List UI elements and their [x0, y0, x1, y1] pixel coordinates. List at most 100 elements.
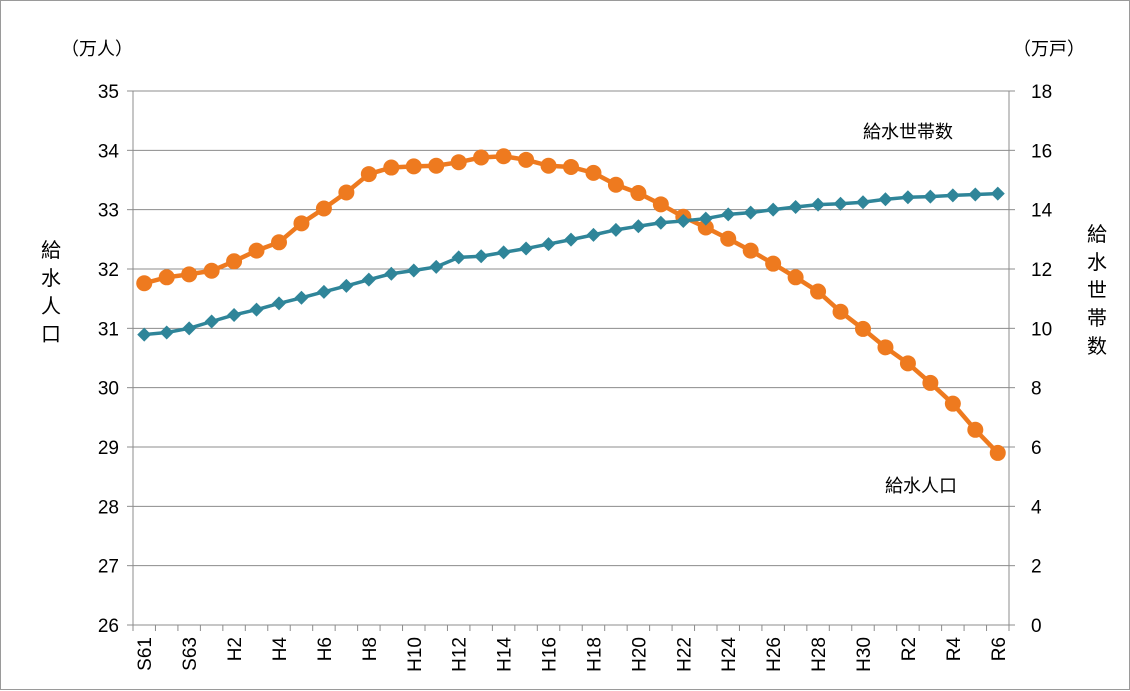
right-tick-label-6: 12 [1031, 260, 1052, 281]
point-0-3 [203, 262, 220, 279]
point-0-33 [877, 339, 894, 356]
point-1-2 [182, 321, 197, 336]
left-tick-label-7: 33 [98, 201, 119, 222]
right-tick-label-3: 6 [1031, 438, 1042, 459]
right-tick-label-1: 2 [1031, 557, 1042, 578]
point-1-5 [249, 302, 264, 317]
point-0-4 [226, 253, 243, 270]
right-tick-label-2: 4 [1031, 497, 1042, 518]
point-0-17 [518, 151, 535, 168]
x-tick-label-10: H8 [360, 637, 381, 661]
point-1-9 [339, 278, 354, 293]
point-1-13 [429, 259, 444, 274]
left-axis-title: 給水人口 [41, 238, 61, 346]
point-1-21 [608, 222, 623, 237]
gridlines [133, 90, 1009, 567]
x-tick-label-36: R4 [944, 637, 965, 662]
point-1-1 [159, 325, 174, 340]
left-tick-label-0: 26 [98, 616, 119, 637]
x-tick-label-28: H26 [764, 637, 785, 672]
point-0-10 [360, 166, 377, 183]
point-0-37 [967, 421, 984, 438]
point-0-25 [697, 219, 714, 236]
point-1-36 [945, 188, 960, 203]
point-1-29 [788, 199, 803, 214]
series-line-1 [144, 191, 998, 337]
point-0-14 [450, 154, 467, 171]
right-tick-label-4: 8 [1031, 379, 1042, 400]
axes [127, 90, 1015, 631]
point-0-29 [787, 269, 804, 286]
right-axis-title: 給水世帯数 [1087, 222, 1107, 358]
point-1-26 [721, 207, 736, 222]
point-0-36 [944, 395, 961, 412]
point-1-0 [137, 327, 152, 342]
point-1-24 [676, 213, 691, 228]
x-tick-label-12: H10 [405, 637, 426, 672]
point-1-7 [294, 290, 309, 305]
point-0-38 [989, 444, 1006, 461]
left-axis-unit-label: （万人） [61, 39, 133, 60]
left-tick-label-3: 29 [98, 438, 119, 459]
point-1-16 [496, 245, 511, 260]
x-tick-label-30: H28 [809, 637, 830, 672]
right-tick-label-7: 14 [1031, 201, 1053, 222]
point-0-9 [338, 184, 355, 201]
right-axis-tick-labels: 0 2 4 6 8 10 12 14 16 18 [1031, 82, 1053, 637]
series-0 [136, 148, 1006, 461]
left-tick-label-1: 27 [98, 557, 119, 578]
point-0-20 [585, 164, 602, 181]
x-tick-label-16: H14 [495, 637, 516, 672]
point-0-13 [428, 157, 445, 174]
point-0-27 [742, 242, 759, 259]
left-tick-label-4: 30 [98, 379, 119, 400]
left-axis-tick-labels: 26 27 28 29 30 31 32 33 34 35 [98, 82, 120, 637]
point-1-33 [878, 192, 893, 207]
point-1-35 [923, 189, 938, 204]
series-1 [137, 186, 1005, 342]
point-0-2 [181, 266, 198, 283]
point-1-6 [272, 296, 286, 311]
x-tick-label-38: R6 [989, 637, 1010, 661]
left-tick-label-9: 35 [98, 82, 119, 103]
x-tick-label-22: H20 [629, 637, 650, 672]
series-layer [136, 148, 1006, 461]
point-0-5 [248, 242, 265, 259]
x-tick-label-0: S61 [135, 637, 156, 671]
point-1-38 [990, 186, 1005, 201]
point-1-25 [698, 211, 713, 226]
point-1-22 [631, 219, 646, 234]
point-1-12 [406, 263, 421, 278]
point-1-34 [900, 190, 915, 205]
point-0-35 [922, 374, 939, 391]
x-tick-label-8: H6 [315, 637, 336, 661]
point-1-28 [766, 202, 781, 217]
point-1-23 [653, 215, 668, 230]
point-0-16 [495, 148, 512, 165]
x-tick-label-24: H22 [674, 637, 695, 672]
point-0-7 [293, 215, 310, 232]
x-axis-tick-labels: S61 S63 H2 H4 H6 H8 H10 H12 H14 H16 H18 H20 H22 H24 H2… [135, 637, 1010, 672]
point-0-19 [563, 158, 579, 175]
annotation-population: 給水人口 [885, 476, 957, 497]
x-tick-label-14: H12 [450, 637, 471, 672]
x-tick-label-26: H24 [719, 637, 740, 672]
left-tick-label-6: 32 [98, 260, 119, 281]
point-1-8 [316, 284, 331, 299]
right-tick-label-9: 18 [1031, 82, 1052, 103]
point-1-15 [474, 249, 489, 264]
point-1-31 [833, 196, 848, 211]
right-tick-label-8: 16 [1031, 141, 1052, 162]
point-1-4 [227, 307, 242, 322]
point-0-21 [607, 176, 624, 193]
point-0-12 [405, 158, 422, 175]
point-0-1 [158, 269, 175, 286]
point-0-31 [832, 303, 849, 320]
point-0-0 [136, 275, 153, 292]
point-0-18 [540, 157, 557, 174]
point-1-17 [519, 241, 534, 256]
point-0-22 [630, 185, 647, 202]
x-tick-label-6: H4 [270, 637, 291, 662]
